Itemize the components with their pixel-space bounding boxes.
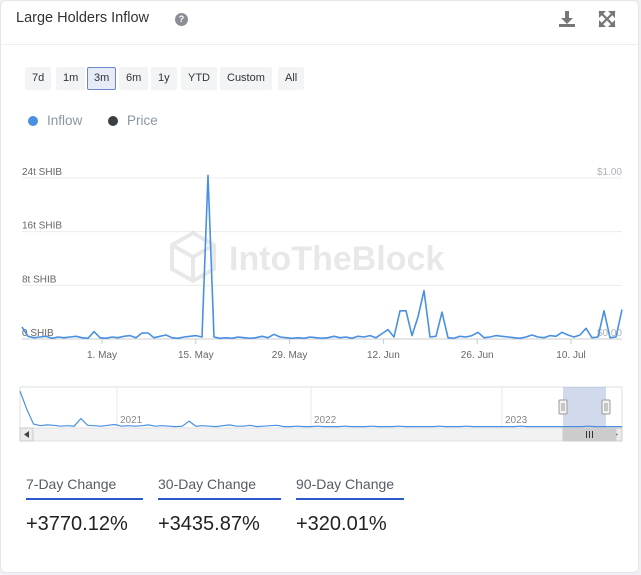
change-label-90day: 90-Day Change	[296, 476, 404, 500]
navigator-series-line	[19, 390, 622, 428]
x-tick-label: 26. Jun	[461, 350, 494, 361]
change-value-7day: +3770.12%	[26, 513, 128, 535]
navigator-tick-label: 2021	[120, 415, 143, 426]
legend-label-inflow: Inflow	[47, 113, 83, 128]
navigator-scrollbar[interactable]	[19, 427, 623, 442]
x-tick-label: 1. May	[87, 350, 117, 361]
range-button-6m[interactable]: 6m	[119, 67, 149, 90]
y-tick-label: 16t SHIB	[22, 221, 62, 232]
legend-item-inflow[interactable]: Inflow	[28, 113, 82, 128]
scrollbar-thumb[interactable]	[562, 427, 617, 442]
download-icon[interactable]	[557, 9, 577, 29]
range-button-1y[interactable]: 1y	[151, 67, 177, 90]
range-button-all[interactable]: All	[278, 67, 305, 90]
range-button-3m[interactable]: 3m	[87, 67, 117, 90]
x-tick-label: 15. May	[178, 350, 214, 361]
change-90day: 90-Day Change +320.01%	[296, 476, 404, 536]
range-button-1m[interactable]: 1m	[56, 67, 86, 90]
change-value-90day: +320.01%	[296, 513, 387, 535]
chevron-left-icon	[24, 431, 29, 438]
card-header: Large Holders Inflow ?	[1, 1, 640, 45]
x-tick-label: 29. May	[272, 350, 308, 361]
help-icon[interactable]: ?	[175, 13, 188, 26]
navigator-tick-label: 2022	[314, 415, 337, 426]
card-title: Large Holders Inflow	[16, 10, 149, 26]
series-line-inflow	[21, 174, 623, 340]
x-tick-label: 10. Jul	[556, 350, 585, 361]
watermark-text: IntoTheBlock	[229, 240, 444, 278]
y-tick-label: 24t SHIB	[22, 167, 62, 178]
y-tick-label: 0 SHIB	[22, 328, 54, 339]
legend-label-price: Price	[127, 113, 158, 128]
change-value-30day: +3435.87%	[158, 513, 260, 535]
fullscreen-icon[interactable]	[597, 9, 617, 29]
navigator-handle-left[interactable]	[558, 399, 568, 415]
change-30day: 30-Day Change +3435.87%	[158, 476, 281, 536]
navigator-frame	[19, 386, 623, 429]
legend-dot-price	[108, 116, 118, 126]
x-tick-label: 12. Jun	[367, 350, 400, 361]
legend-dot-inflow	[28, 116, 38, 126]
navigator-window[interactable]	[563, 387, 606, 428]
y2-tick-label: $1.00	[597, 167, 622, 178]
change-label-7day: 7-Day Change	[26, 476, 143, 500]
y-tick-label: 8t SHIB	[22, 274, 57, 285]
navigator-tick-label: 2023	[505, 415, 528, 426]
change-label-30day: 30-Day Change	[158, 476, 281, 500]
legend-item-price[interactable]: Price	[108, 113, 158, 128]
range-button-7d[interactable]: 7d	[25, 67, 52, 90]
navigator: 2021 2022 2023	[19, 386, 623, 442]
change-7day: 7-Day Change +3770.12%	[26, 476, 143, 536]
navigator-handle-right[interactable]	[601, 399, 611, 415]
inflow-chart: IntoTheBlock 24t SHIB 16t SHIB 8t SHIB 0 SH…	[21, 167, 623, 361]
range-button-custom[interactable]: Custom	[220, 67, 272, 90]
watermark: IntoTheBlock	[170, 230, 444, 284]
range-button-ytd[interactable]: YTD	[181, 67, 217, 90]
